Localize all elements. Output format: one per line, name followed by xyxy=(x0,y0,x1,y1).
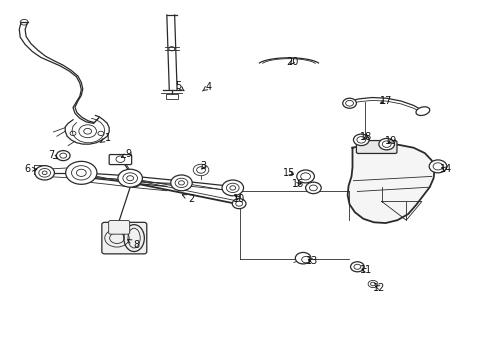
Circle shape xyxy=(232,199,246,209)
Text: 12: 12 xyxy=(373,283,386,293)
Circle shape xyxy=(429,160,447,173)
Text: 15: 15 xyxy=(283,168,295,178)
Circle shape xyxy=(350,262,364,272)
Circle shape xyxy=(379,138,394,150)
Text: 10: 10 xyxy=(233,194,245,204)
Text: 1: 1 xyxy=(100,133,111,143)
Ellipse shape xyxy=(416,107,430,116)
Text: 11: 11 xyxy=(360,265,372,275)
Text: 13: 13 xyxy=(306,256,318,266)
Text: 4: 4 xyxy=(202,82,211,92)
Circle shape xyxy=(306,182,321,194)
Text: 8: 8 xyxy=(127,239,140,249)
Circle shape xyxy=(353,134,369,145)
Circle shape xyxy=(66,161,97,184)
Circle shape xyxy=(297,170,315,183)
Text: 16: 16 xyxy=(292,179,304,189)
FancyBboxPatch shape xyxy=(109,221,130,234)
Circle shape xyxy=(171,175,192,191)
Text: 7: 7 xyxy=(48,150,57,160)
Text: 3: 3 xyxy=(200,161,206,171)
Text: 17: 17 xyxy=(380,96,392,106)
FancyBboxPatch shape xyxy=(356,140,397,153)
Circle shape xyxy=(368,280,378,288)
FancyBboxPatch shape xyxy=(102,222,147,254)
Text: 19: 19 xyxy=(385,136,397,146)
Text: 5: 5 xyxy=(175,81,184,91)
Text: 20: 20 xyxy=(287,57,299,67)
Circle shape xyxy=(56,150,70,161)
Text: 2: 2 xyxy=(182,194,195,204)
FancyBboxPatch shape xyxy=(109,154,132,165)
Circle shape xyxy=(35,166,54,180)
Circle shape xyxy=(343,98,356,108)
Text: 6: 6 xyxy=(24,164,37,174)
Text: 9: 9 xyxy=(122,149,132,159)
Circle shape xyxy=(222,180,244,196)
Bar xyxy=(166,94,177,99)
Text: 14: 14 xyxy=(440,164,452,174)
Polygon shape xyxy=(347,143,435,223)
Text: 18: 18 xyxy=(360,132,372,142)
Circle shape xyxy=(118,169,143,187)
Circle shape xyxy=(295,252,311,264)
Circle shape xyxy=(127,177,141,187)
